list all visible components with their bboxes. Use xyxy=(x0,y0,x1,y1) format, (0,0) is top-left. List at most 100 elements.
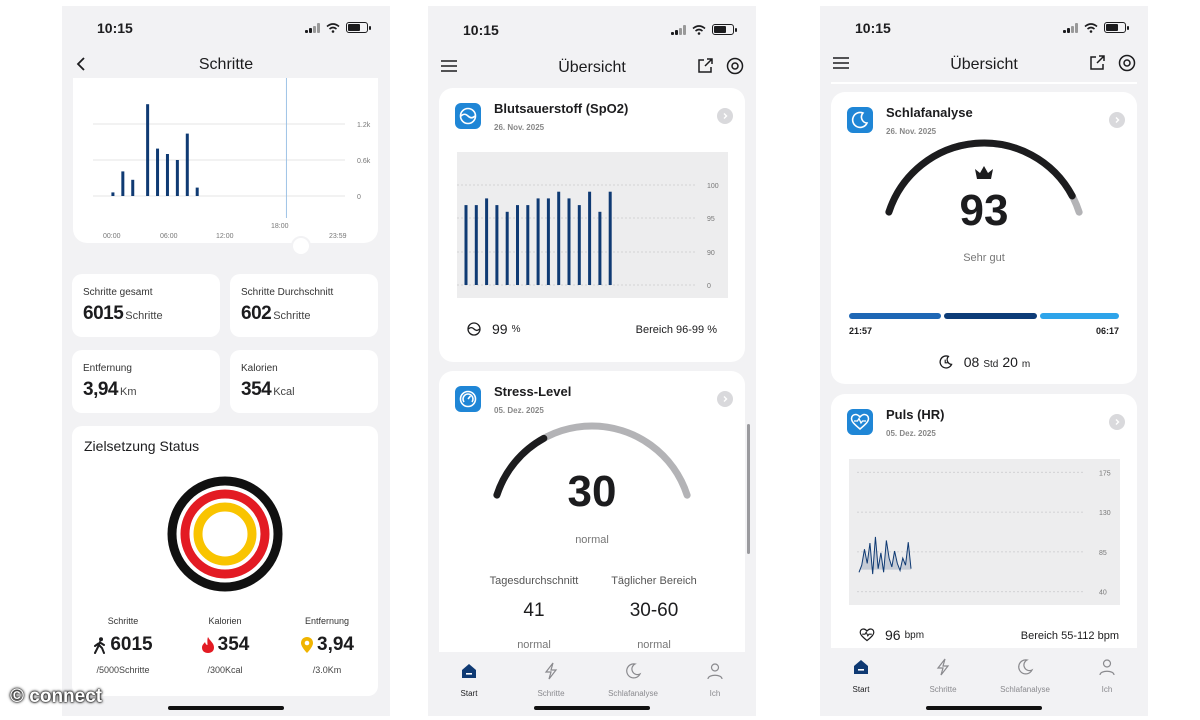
goal-item-distance: Entfernung 3,94 /3.0Km xyxy=(276,616,378,675)
steps-screen: 10:15 Schritte 1.2k 0.6k 0 00:00 06:00 12:00 1… xyxy=(62,6,390,716)
tab-label: Schritte xyxy=(537,689,565,698)
oxygen-drop-icon xyxy=(467,322,481,336)
cellular-signal-icon xyxy=(1063,22,1078,33)
chevron-right-icon[interactable] xyxy=(1109,112,1125,128)
heart-rate-icon xyxy=(850,413,870,430)
wifi-icon xyxy=(1084,22,1098,33)
chevron-right-icon[interactable] xyxy=(717,108,733,124)
stat-value: 6015 xyxy=(83,303,124,324)
goal-item-label: Entfernung xyxy=(304,616,350,626)
daily-range-label: Täglicher Bereich xyxy=(611,575,697,587)
heart-rate-icon xyxy=(859,628,875,642)
sleep-card[interactable]: Schlafanalyse 26. Nov. 2025 93 Sehr gut … xyxy=(831,92,1137,384)
share-icon[interactable] xyxy=(696,57,714,75)
spo2-bar xyxy=(526,205,530,285)
spo2-bar xyxy=(495,205,499,285)
sleep-score-gauge xyxy=(885,139,1083,216)
sleep-phase-segment xyxy=(849,313,942,319)
stat-unit: Schritte xyxy=(125,310,163,322)
tab-start[interactable]: Start xyxy=(428,652,510,716)
cellular-signal-icon xyxy=(671,24,686,35)
stress-gauge xyxy=(493,422,691,499)
stress-card[interactable]: Stress-Level 05. Dez. 2025 30 normal Tag… xyxy=(439,371,745,671)
walking-icon xyxy=(94,636,106,654)
tab-ich[interactable]: Ich xyxy=(674,652,756,716)
card-date: 26. Nov. 2025 xyxy=(886,127,937,136)
card-title: Stress-Level xyxy=(494,384,572,399)
wifi-icon xyxy=(326,22,340,33)
back-arrow-icon[interactable] xyxy=(74,54,88,74)
location-pin-icon xyxy=(301,637,313,653)
pulse-card[interactable]: Puls (HR) 05. Dez. 2025 175 130 85 40 96 bp… xyxy=(831,394,1137,664)
stat-total-steps: Schritte gesamt 6015 Schritte xyxy=(72,274,220,337)
y-tick-label: 0.6k xyxy=(357,158,371,165)
sleep-score: 93 xyxy=(959,186,1009,235)
tab-start[interactable]: Start xyxy=(820,648,902,716)
chevron-right-icon[interactable] xyxy=(1109,414,1125,430)
home-indicator xyxy=(534,706,650,710)
pulse-area-chart[interactable]: 175 130 85 40 xyxy=(849,459,1120,605)
overview-screen-b: 10:15 Übersicht Schlafanalyse 26. Nov. 2… xyxy=(820,6,1148,716)
status-bar: 10:15 xyxy=(62,18,390,40)
user-icon xyxy=(706,662,724,685)
home-icon xyxy=(460,662,478,685)
spo2-value: 99 xyxy=(492,321,508,337)
chevron-right-icon[interactable] xyxy=(717,391,733,407)
step-bar xyxy=(121,171,125,196)
oxygen-drop-icon xyxy=(459,107,477,125)
settings-target-icon[interactable] xyxy=(726,57,744,75)
spo2-bar xyxy=(474,205,478,285)
goal-item-value: 3,94 xyxy=(317,634,354,655)
tab-schritte[interactable]: Schritte xyxy=(510,652,592,716)
home-indicator xyxy=(926,706,1042,710)
stat-value: 602 xyxy=(241,303,272,324)
chart-scrub-handle[interactable] xyxy=(291,236,311,256)
spo2-bar-chart[interactable]: 100 95 90 0 xyxy=(457,152,728,298)
sleep-gauge-fill xyxy=(885,139,1076,216)
pulse-value: 96 xyxy=(885,627,901,643)
stat-unit: Km xyxy=(119,386,137,398)
tab-label: Start xyxy=(852,685,870,694)
tab-schlafanalyse[interactable]: Schlafanalyse xyxy=(984,648,1066,716)
calories-goal-ring xyxy=(180,489,270,579)
spo2-bar xyxy=(577,205,581,285)
tab-schlafanalyse[interactable]: Schlafanalyse xyxy=(592,652,674,716)
stress-value: 30 xyxy=(567,467,617,516)
sleep-timeline-bar xyxy=(849,313,1120,319)
status-time: 10:15 xyxy=(97,20,133,36)
scrollbar[interactable] xyxy=(747,424,750,554)
tab-bar: Start Schritte Schlafanalyse Ich xyxy=(820,648,1148,716)
share-icon[interactable] xyxy=(1088,54,1106,72)
tab-label: Ich xyxy=(709,689,721,698)
spo2-bar xyxy=(557,191,561,285)
goal-status-card: Zielsetzung Status Schritte 6015 /5000Sc… xyxy=(72,426,378,696)
steps-chart-card: 1.2k 0.6k 0 00:00 06:00 12:00 18:00 23:59 xyxy=(73,78,378,243)
spo2-card[interactable]: Blutsauerstoff (SpO2) 26. Nov. 2025 100 9… xyxy=(439,88,745,362)
spo2-bar xyxy=(608,191,612,285)
sleep-duration-minutes: 20 xyxy=(1002,354,1018,370)
menu-icon[interactable] xyxy=(832,54,850,72)
menu-icon[interactable] xyxy=(440,57,458,75)
y-tick-label: 0 xyxy=(357,194,361,201)
overview-screen-a: 10:15 Übersicht Blutsauerstoff (SpO2) 26… xyxy=(428,6,756,716)
card-date: 26. Nov. 2025 xyxy=(494,123,545,132)
goal-item-target: /3.0Km xyxy=(312,665,342,675)
sleep-duration-hours: 08 xyxy=(963,354,980,370)
y-tick-label: 95 xyxy=(707,216,715,223)
tab-ich[interactable]: Ich xyxy=(1066,648,1148,716)
card-date: 05. Dez. 2025 xyxy=(494,406,544,415)
settings-target-icon[interactable] xyxy=(1118,54,1136,72)
stress-gauge-fill xyxy=(493,434,548,499)
sleep-start-time: 21:57 xyxy=(849,326,873,336)
x-tick-label: 06:00 xyxy=(160,233,178,240)
sleep-duration-hours-unit: Std xyxy=(983,359,999,370)
status-bar: 10:15 xyxy=(428,20,756,42)
gauge-meter-icon xyxy=(459,390,477,408)
daily-average-value: 41 xyxy=(523,600,545,621)
steps-bar-chart[interactable]: 1.2k 0.6k 0 00:00 06:00 12:00 18:00 23:59 xyxy=(73,78,378,243)
stress-status: normal xyxy=(575,534,609,546)
stat-average-steps: Schritte Durchschnitt 602 Schritte xyxy=(230,274,378,337)
sleep-app-icon xyxy=(847,107,873,133)
y-tick-label: 0 xyxy=(707,283,711,290)
tab-schritte[interactable]: Schritte xyxy=(902,648,984,716)
